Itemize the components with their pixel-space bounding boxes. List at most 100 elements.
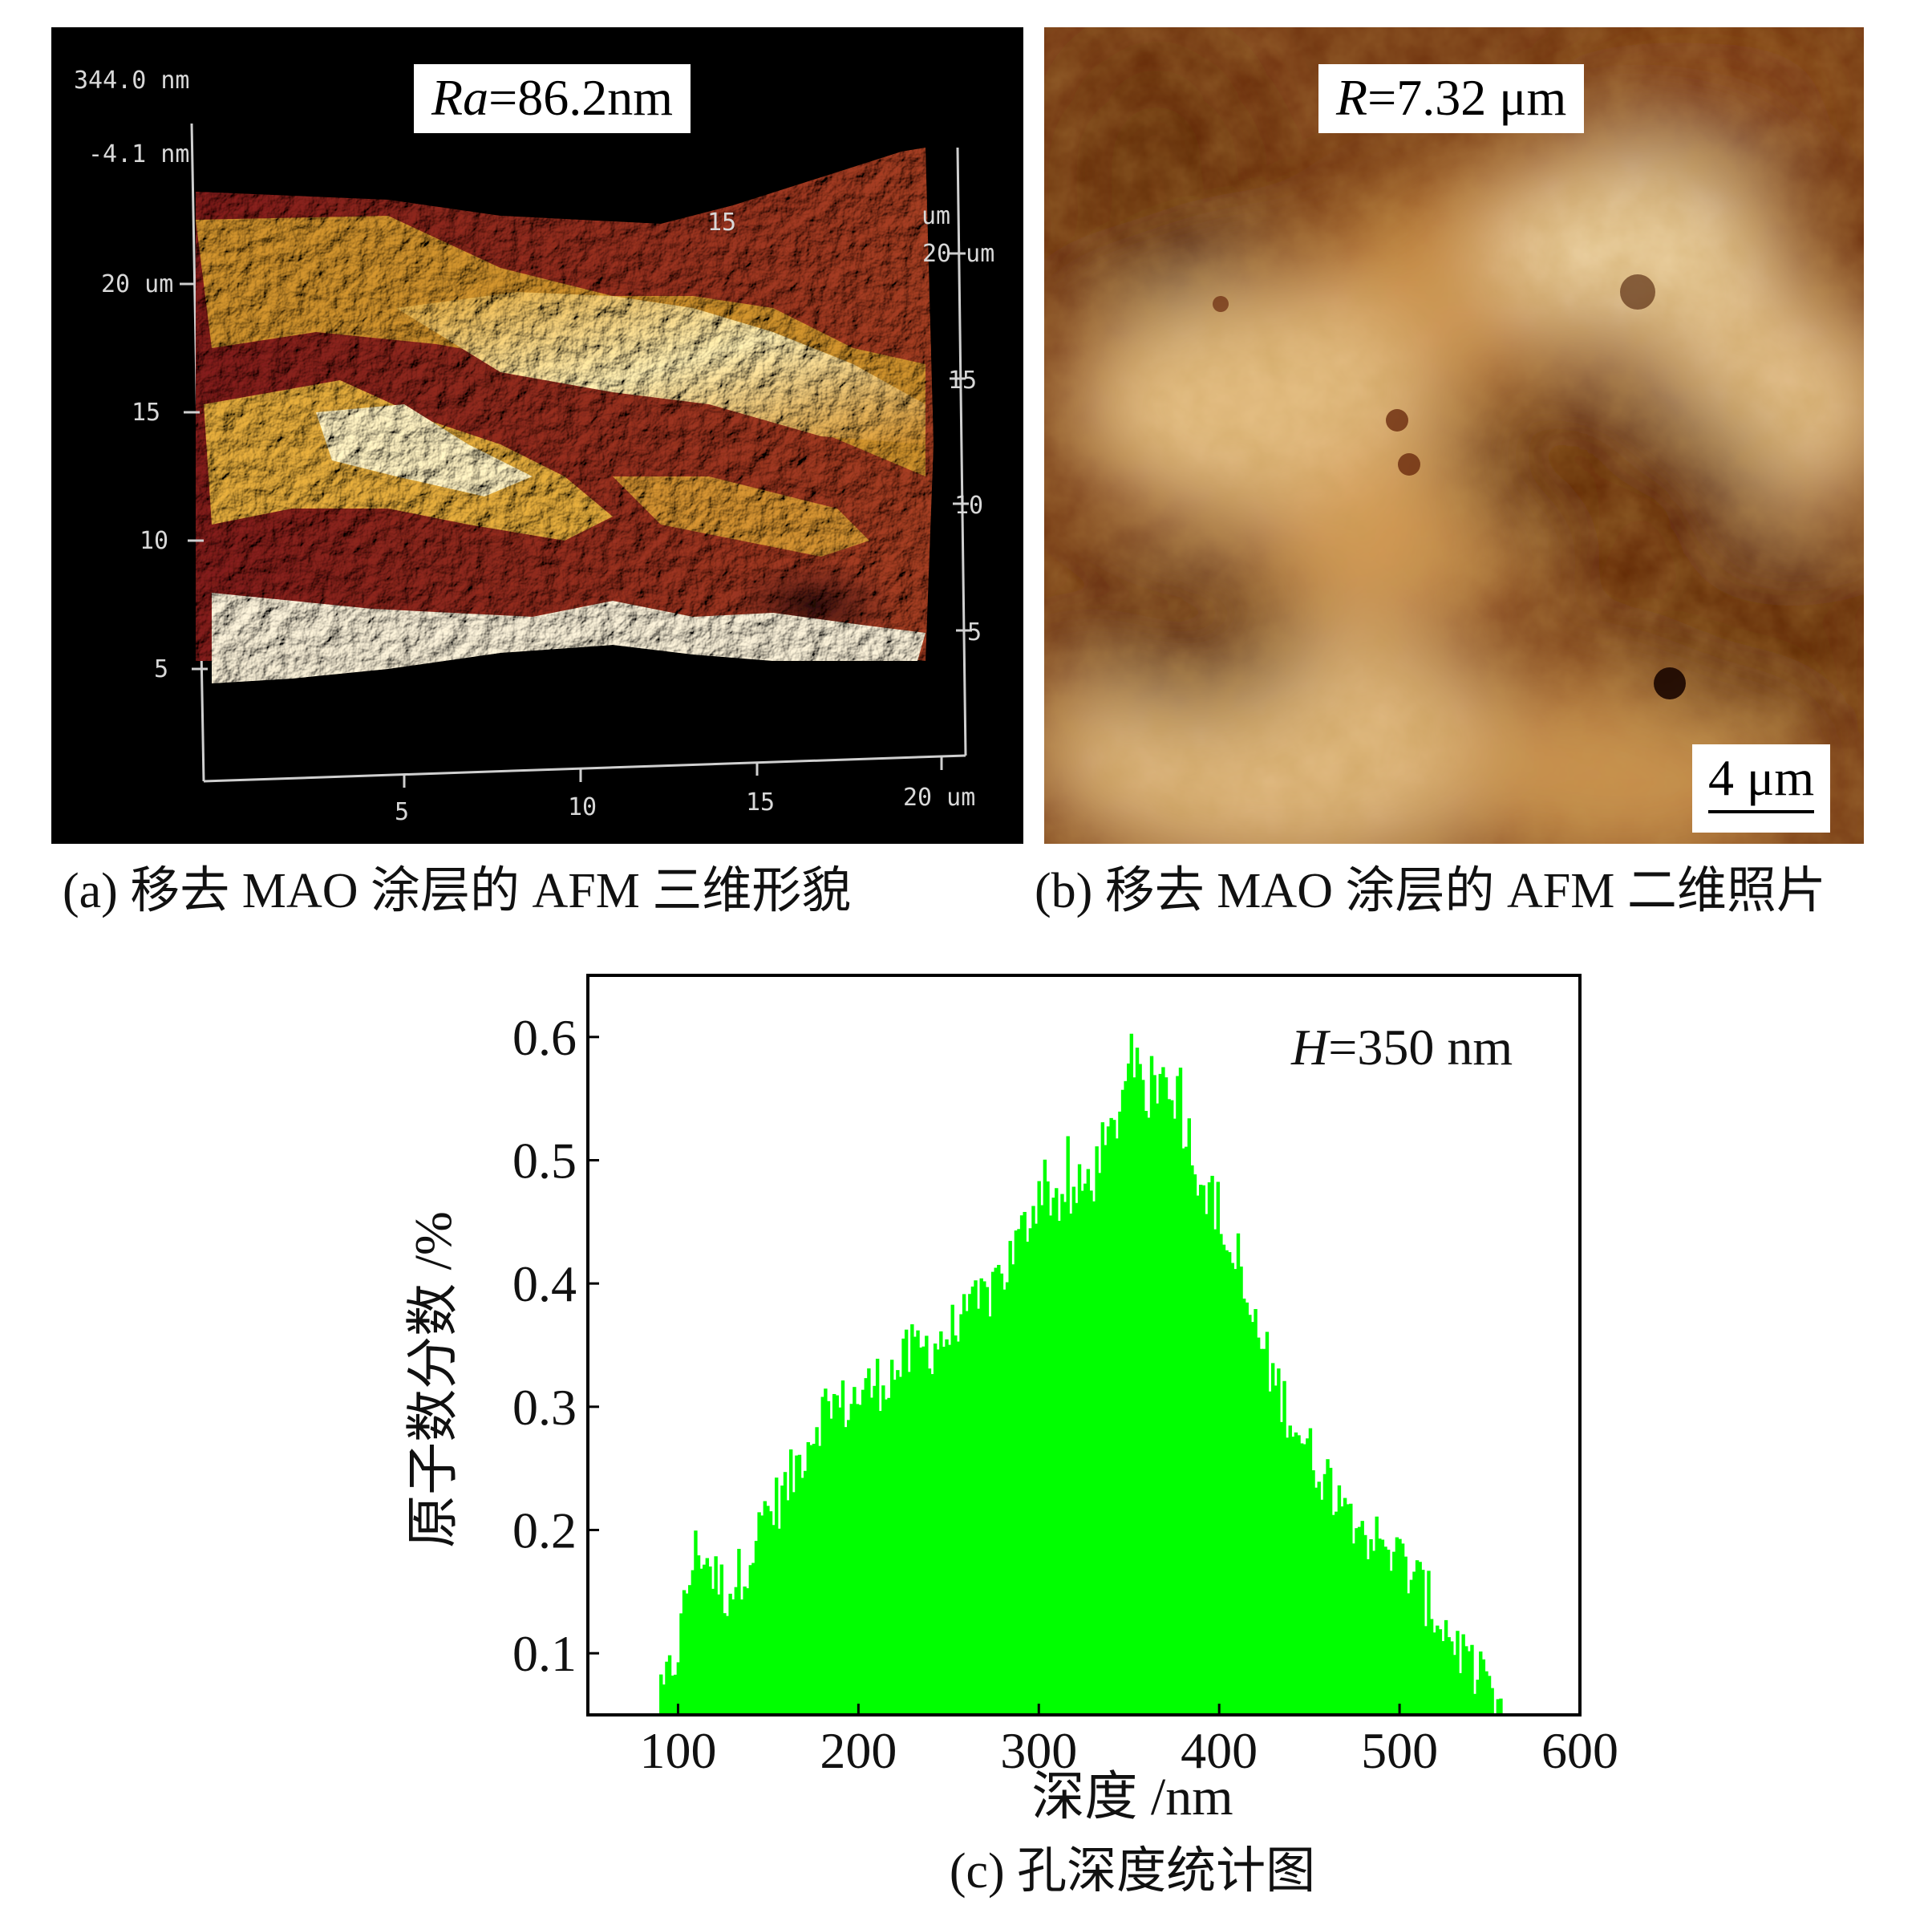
histogram-bar [1002, 1289, 1007, 1715]
plot-frame [586, 974, 1582, 1716]
y-axis: 0.1 0.2 0.3 0.4 0.5 0.6 [512, 1009, 599, 1682]
histogram-bar [1019, 1215, 1024, 1715]
histogram-bar [1089, 1190, 1093, 1715]
histogram-bar [832, 1393, 836, 1715]
histogram-bar [1181, 1148, 1185, 1715]
histogram-bar [815, 1427, 819, 1715]
y-tick-label: 0.1 [512, 1625, 577, 1682]
histogram-bar [1366, 1558, 1371, 1715]
histogram-bar [950, 1304, 954, 1715]
histogram-bar [939, 1331, 943, 1715]
histogram-bar [679, 1613, 683, 1715]
histogram-bar [1144, 1111, 1148, 1715]
histogram-bar [1378, 1538, 1382, 1715]
histogram-bar [1112, 1120, 1116, 1715]
histogram-bar [768, 1511, 773, 1715]
histogram-bar [809, 1445, 813, 1715]
histogram-bar [824, 1388, 828, 1715]
histogram-bar [849, 1404, 853, 1715]
histogram-bar [705, 1558, 710, 1715]
histogram-bar [1262, 1348, 1266, 1715]
histogram-bar [1456, 1631, 1460, 1715]
histogram-bar [1051, 1198, 1055, 1715]
histogram-bar [916, 1330, 920, 1715]
histogram-bar [838, 1407, 842, 1715]
histogram-bar [1369, 1538, 1373, 1715]
histogram-bar [703, 1564, 707, 1715]
y-tick-label: 0.3 [512, 1379, 577, 1436]
histogram-bar [1481, 1659, 1486, 1715]
histogram-bar [1412, 1571, 1416, 1715]
y-tick-label: 0.5 [512, 1133, 577, 1190]
histogram-bar [685, 1593, 689, 1715]
left-axis-20: 20 um [101, 270, 173, 298]
histogram-bar [840, 1380, 845, 1715]
histogram-bar [1444, 1619, 1448, 1715]
histogram-bar [893, 1380, 897, 1715]
histogram-bar [1277, 1368, 1281, 1715]
histogram-bar [772, 1525, 776, 1715]
histogram-bar [1233, 1269, 1237, 1715]
histogram-bar [1207, 1182, 1212, 1715]
histogram-bar [1418, 1562, 1422, 1715]
histogram-bar [1311, 1470, 1315, 1715]
x-tick-label: 200 [820, 1722, 897, 1779]
histogram-bar [1115, 1138, 1120, 1715]
histogram-bar [1383, 1546, 1387, 1715]
histogram-bar [739, 1599, 744, 1715]
histogram-bar [1409, 1579, 1414, 1715]
histogram-bar [676, 1662, 681, 1715]
depth-annotation: H=350 nm [1290, 1019, 1513, 1076]
caption-b: (b) 移去 MAO 涂层的 AFM 二维照片 [1035, 864, 1826, 918]
histogram-bar [1060, 1194, 1064, 1715]
histogram-bar [884, 1399, 889, 1715]
histogram-bar [1198, 1185, 1203, 1715]
afm-3d-surface: 344.0 nm -4.1 nm 20 um 15 10 5 um 15 20 … [74, 67, 994, 826]
histogram-bar [1254, 1309, 1258, 1715]
radius-value: =7.32 μm [1367, 69, 1567, 126]
histogram-bar [1429, 1619, 1434, 1715]
histogram-bar [1043, 1159, 1047, 1715]
histogram-bar [861, 1389, 865, 1715]
histogram-bar [1349, 1503, 1353, 1715]
bottom-axis-5: 5 [395, 798, 409, 826]
histogram-bar [1326, 1459, 1330, 1715]
histogram-bar [786, 1500, 790, 1715]
histogram-bar [947, 1344, 952, 1715]
histogram-bar [691, 1570, 695, 1715]
histogram-bar [806, 1442, 810, 1715]
left-axis-10: 10 [140, 527, 168, 555]
histogram-bar [783, 1472, 788, 1715]
histogram-bar [1351, 1543, 1356, 1715]
histogram-bar [719, 1564, 724, 1715]
histogram-bar [1484, 1671, 1488, 1715]
histogram-bar [1265, 1331, 1270, 1715]
histogram-bar [717, 1594, 721, 1715]
histogram-bar [1167, 1099, 1171, 1715]
histogram-bar [795, 1455, 799, 1715]
histogram-bar [1421, 1570, 1425, 1715]
histogram-bar [1031, 1206, 1035, 1715]
histogram-bar [985, 1287, 990, 1715]
histogram-bar [1279, 1421, 1284, 1715]
histogram-bar [1476, 1680, 1480, 1715]
histogram-bar [913, 1336, 917, 1715]
histogram-bar [994, 1267, 998, 1715]
histogram-bar [826, 1400, 831, 1715]
histogram-bar [1086, 1169, 1091, 1715]
y-tick-label: 0.4 [512, 1255, 577, 1312]
histogram-bar [1170, 1100, 1174, 1715]
histogram-bar [817, 1445, 822, 1715]
histogram-bar [921, 1346, 925, 1715]
scale-bar-box: 4 μm [1692, 744, 1831, 833]
y-tick-label: 0.6 [512, 1009, 577, 1066]
histogram-bar [760, 1515, 764, 1715]
histogram-bar [1014, 1230, 1019, 1715]
histogram-bar [1346, 1504, 1350, 1715]
histogram-bar [1100, 1122, 1105, 1715]
histogram-bar [1219, 1234, 1223, 1715]
histogram-bar [1241, 1298, 1246, 1715]
histogram-bar [979, 1278, 983, 1715]
histogram-bar [898, 1376, 903, 1715]
roughness-var: Ra [431, 69, 489, 126]
